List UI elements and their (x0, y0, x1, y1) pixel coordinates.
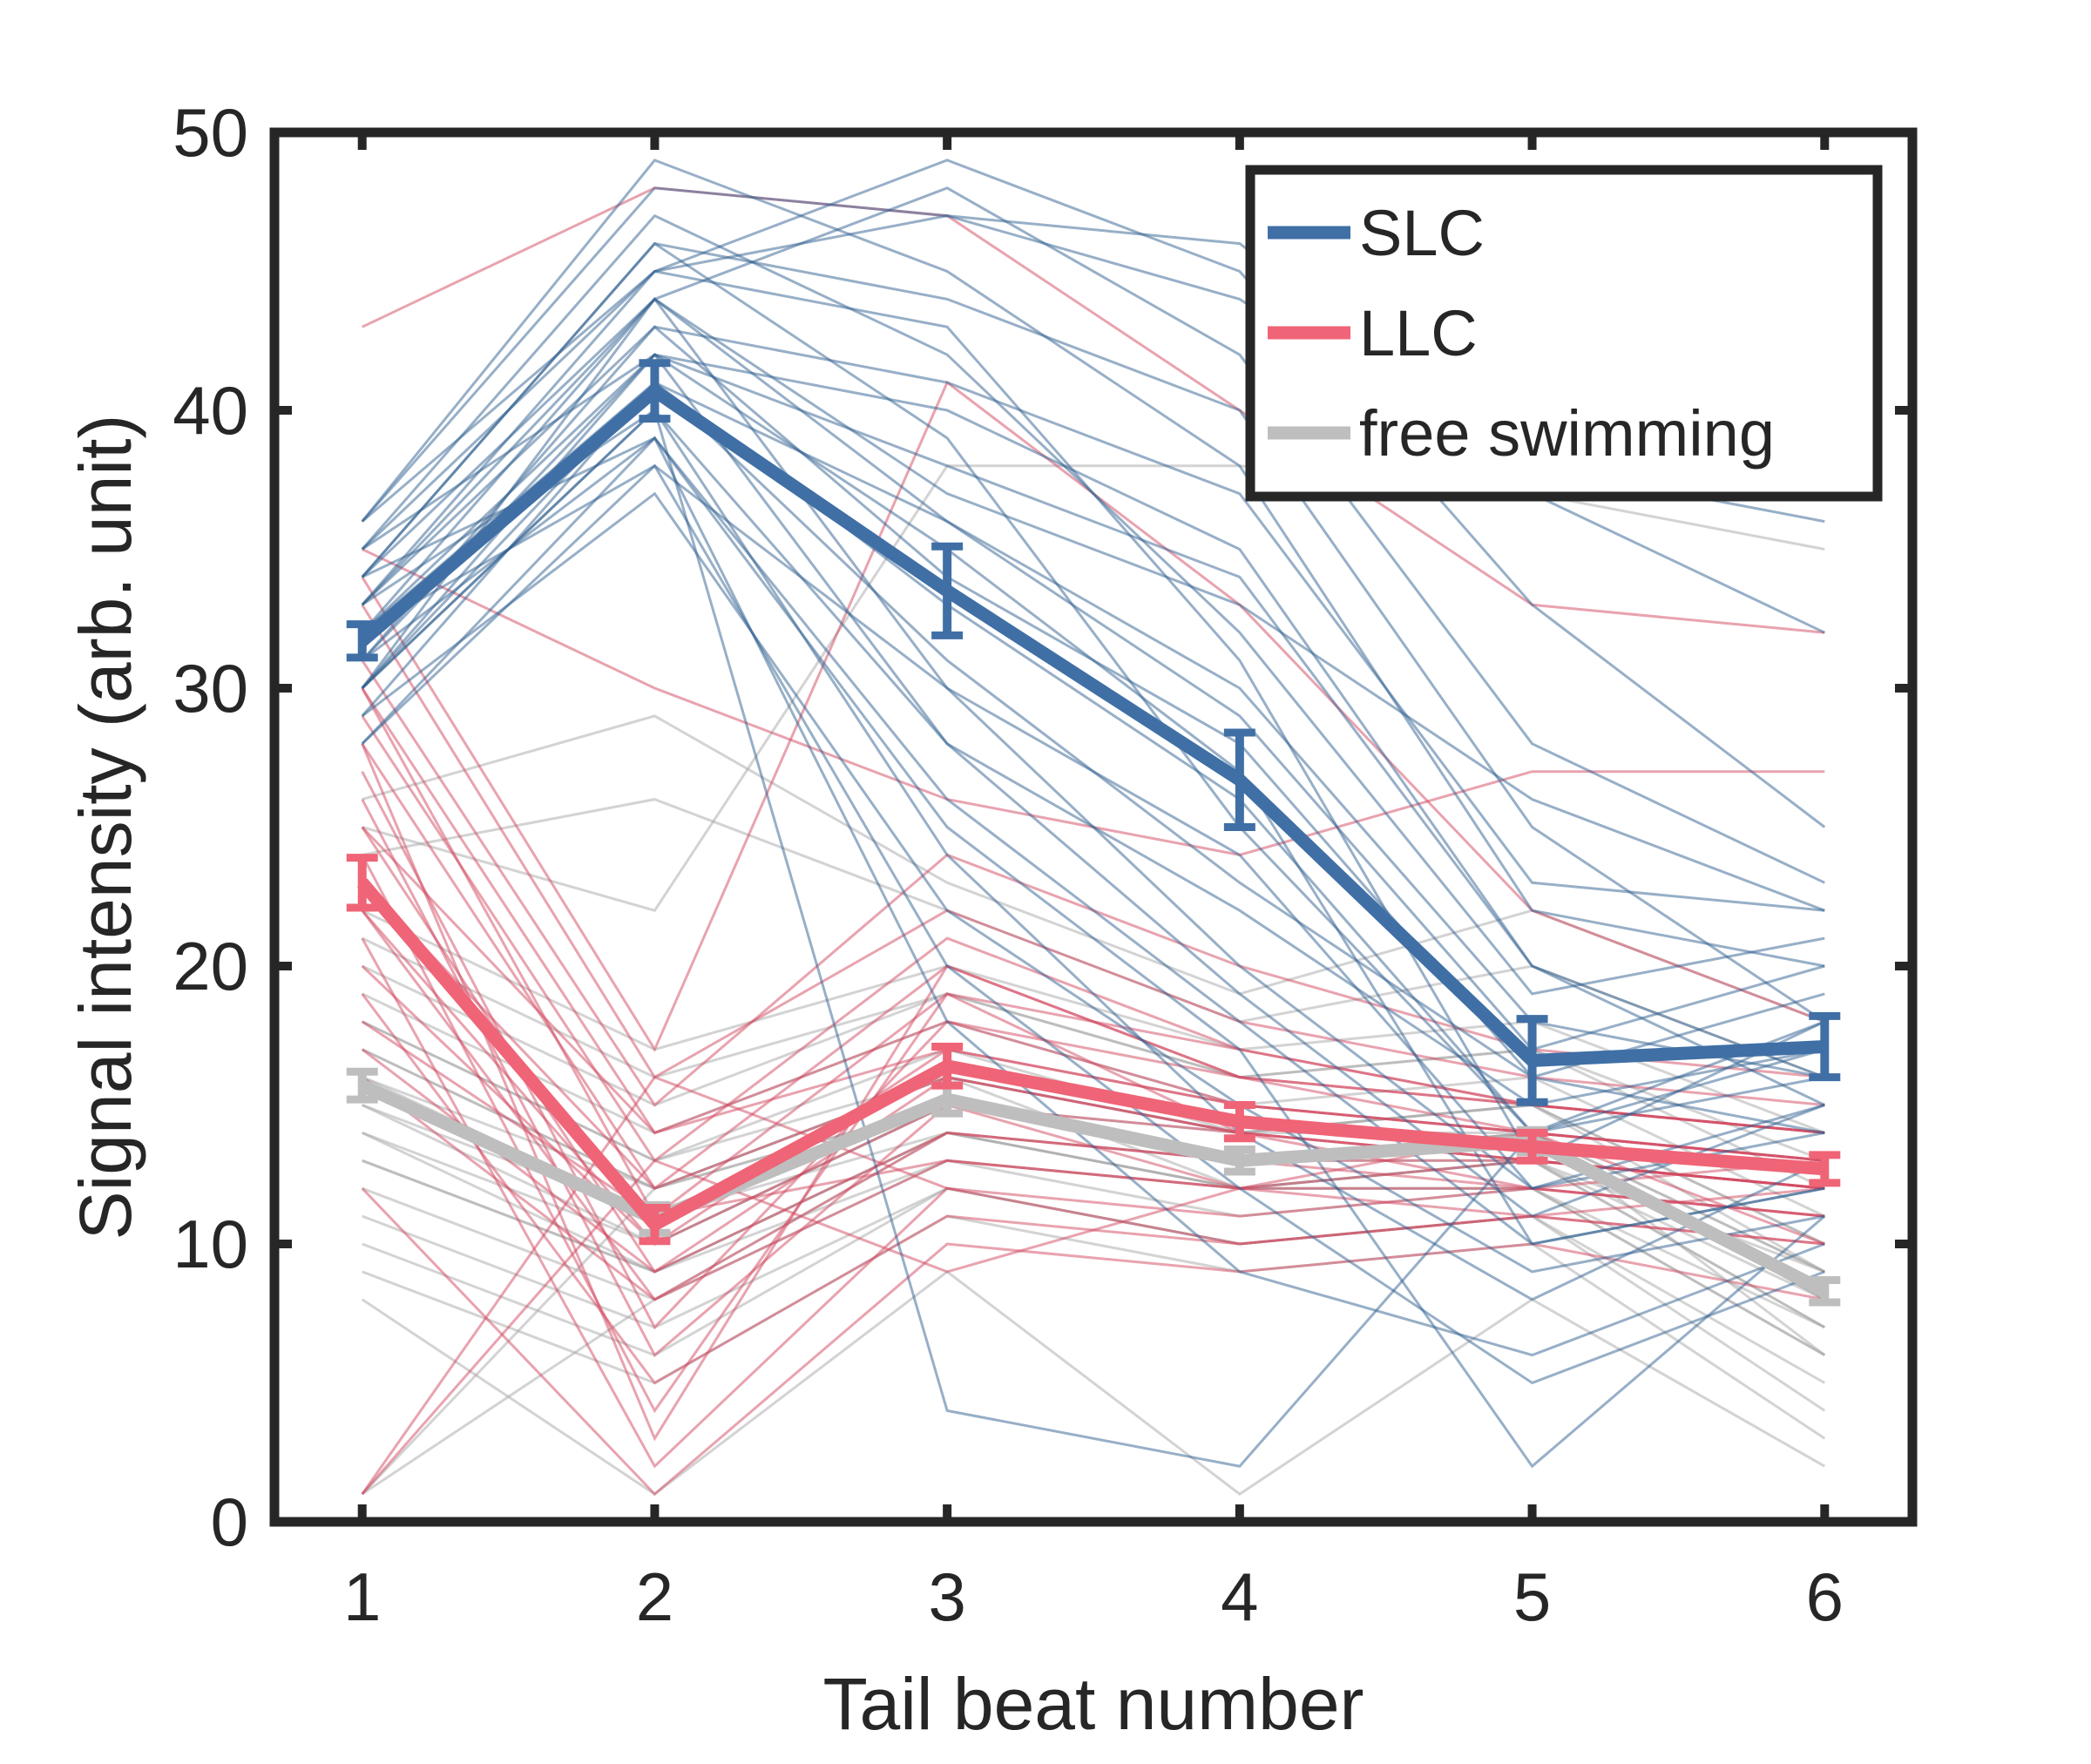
trace-line (362, 1131, 1826, 1356)
trace-line (362, 464, 1825, 912)
trace-line (361, 1187, 1825, 1497)
legend-label: SLC (1359, 197, 1485, 269)
trace-line (361, 159, 1826, 828)
y-axis-label: Signal intensity (arb. unit) (64, 415, 146, 1240)
trace-line (362, 936, 1825, 1162)
plot-frame (269, 127, 1918, 1527)
series-line (357, 384, 1825, 1067)
trace-line (362, 186, 1825, 634)
x-axis-label: Tail beat number (822, 1663, 1364, 1745)
y-axis-ticks: 0 10 20 30 40 50 (173, 94, 1912, 1560)
y-tick-label: 30 (173, 650, 248, 727)
trace-line (361, 408, 1825, 1301)
y-tick-label: 0 (211, 1484, 248, 1560)
legend-box (1245, 165, 1883, 502)
y-tick-label: 20 (173, 928, 248, 1004)
y-tick-label: 50 (173, 94, 248, 171)
trace-line (361, 1075, 1825, 1495)
trace-line (361, 1270, 1826, 1496)
trace-line (361, 297, 1825, 912)
y-tick-label: 10 (173, 1206, 248, 1282)
trace-line (361, 159, 1825, 968)
x-tick-label: 5 (1513, 1558, 1551, 1635)
trace-line (361, 353, 1825, 1246)
series-line (357, 878, 1825, 1232)
series-line (359, 1079, 1828, 1297)
trace-line (361, 436, 1825, 1357)
trace-line (361, 186, 1825, 634)
y-tick-label: 40 (173, 372, 248, 449)
trace-line (361, 408, 1825, 1468)
trace-line (361, 1076, 1825, 1301)
trace-line (361, 297, 1825, 1051)
trace-line (361, 269, 1825, 1163)
legend-label: LLC (1359, 297, 1478, 369)
trace-line (361, 604, 1825, 1106)
trace-line (361, 297, 1825, 1190)
trace-line (361, 687, 1825, 1219)
x-axis-ticks: 1 2 3 4 5 6 (343, 132, 1844, 1635)
x-tick-label: 3 (928, 1558, 965, 1635)
x-tick-label: 6 (1806, 1558, 1844, 1635)
x-tick-label: 2 (636, 1558, 673, 1635)
x-tick-label: 4 (1221, 1558, 1258, 1635)
trace-line (361, 491, 1825, 1274)
mean-lines (346, 359, 1841, 1307)
trace-line (362, 436, 1826, 1469)
trace-line (361, 353, 1825, 1079)
legend-label: free swimming (1359, 397, 1775, 470)
trace-line (361, 325, 1825, 912)
trace-line (361, 241, 1825, 1135)
legend: SLC LLC free swimming (1245, 165, 1883, 502)
x-tick-label: 1 (343, 1558, 381, 1635)
trace-line (361, 463, 1825, 1385)
trace-line (361, 186, 1825, 884)
trace-line (361, 353, 1825, 1106)
trace-line (361, 353, 1825, 1218)
